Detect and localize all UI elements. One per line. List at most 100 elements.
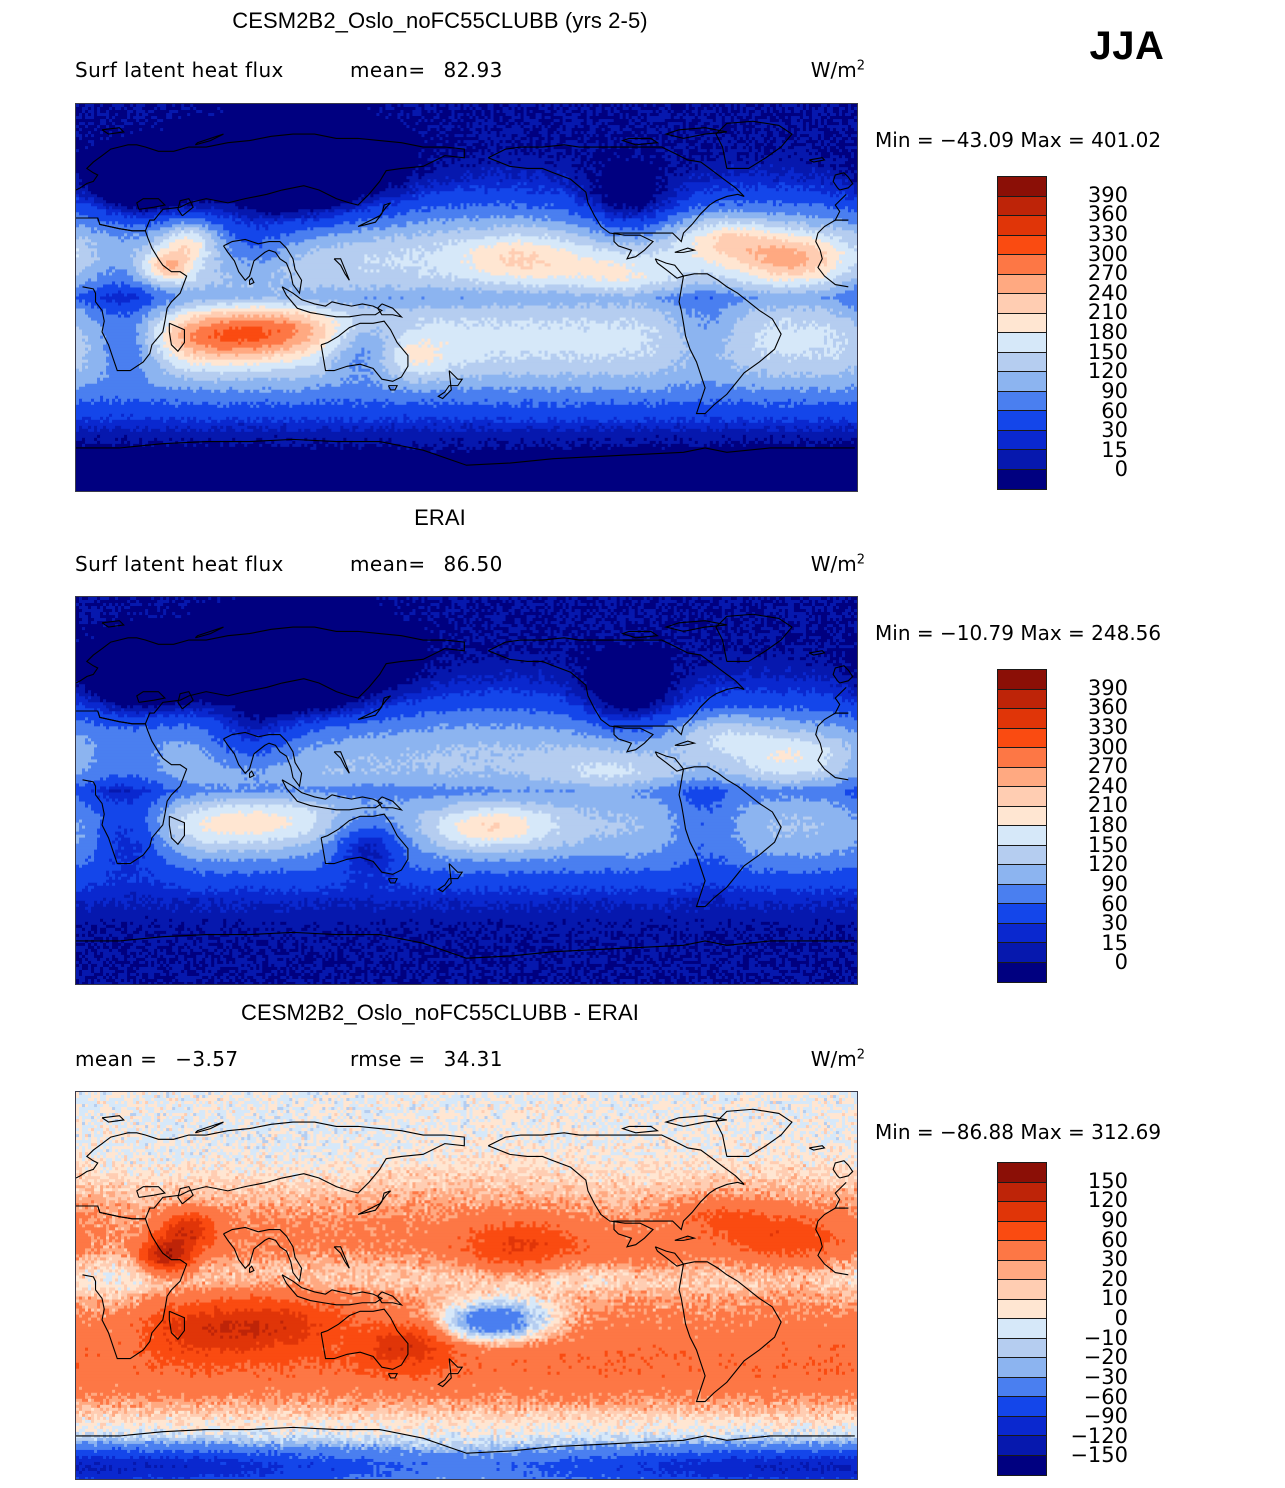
colorbar-tick: 240 xyxy=(1056,775,1128,797)
colorbar-band xyxy=(998,1299,1046,1319)
panel-model-minmax: Min = −43.09 Max = 401.02 xyxy=(875,128,1275,152)
colorbar-diff xyxy=(997,1162,1047,1476)
panel-diff-mean-value: −3.57 xyxy=(175,1047,238,1071)
colorbar-tick: 150 xyxy=(1056,1170,1128,1192)
colorbar-band xyxy=(998,826,1046,846)
colorbar-band xyxy=(998,1280,1046,1300)
colorbar-band xyxy=(998,767,1046,787)
colorbar-tick: 150 xyxy=(1056,834,1128,856)
colorbar-tick: 360 xyxy=(1056,204,1128,225)
panel-model-stats: Surf latent heat flux mean= 82.93 W/m2 xyxy=(75,58,865,84)
panel-diff-mean-label: mean = xyxy=(75,1047,157,1071)
colorbar-band xyxy=(998,943,1046,963)
colorbar-band xyxy=(998,709,1046,729)
colorbar-tick: 390 xyxy=(1056,677,1128,699)
panel-erai-mean-label: mean= xyxy=(350,552,425,576)
colorbar-tick: 300 xyxy=(1056,736,1128,758)
colorbar-tick: −150 xyxy=(1056,1445,1128,1466)
colorbar-tick: 120 xyxy=(1056,1190,1128,1211)
panel-model-units: W/m2 xyxy=(811,58,865,82)
colorbar-band xyxy=(998,430,1046,450)
colorbar-tick: 30 xyxy=(1056,913,1128,934)
colorbar-tick: 15 xyxy=(1056,439,1128,461)
colorbar-tick: −90 xyxy=(1056,1406,1128,1427)
map-erai xyxy=(75,596,858,985)
colorbar-band xyxy=(998,1182,1046,1202)
colorbar-tick: 150 xyxy=(1056,341,1128,363)
colorbar-band xyxy=(998,333,1046,353)
colorbar-tick: 210 xyxy=(1056,795,1128,816)
colorbar-band xyxy=(998,962,1046,982)
colorbar-tick: 0 xyxy=(1056,459,1128,480)
colorbar-erai xyxy=(997,669,1047,983)
colorbar-band xyxy=(998,469,1046,489)
colorbar-band xyxy=(998,235,1046,255)
colorbar-tick: 120 xyxy=(1056,361,1128,382)
panel-model-variable: Surf latent heat flux xyxy=(75,58,284,82)
colorbar-tick: 180 xyxy=(1056,815,1128,836)
colorbar-band xyxy=(998,1436,1046,1456)
colorbar-tick: 90 xyxy=(1056,873,1128,895)
panel-model-title: CESM2B2_Oslo_noFC55CLUBB (yrs 2-5) xyxy=(0,8,880,34)
panel-model-mean-value: 82.93 xyxy=(443,58,502,82)
panel-diff-mean: mean = −3.57 xyxy=(75,1047,239,1071)
colorbar-tick: 30 xyxy=(1056,420,1128,441)
colorbar-band xyxy=(998,294,1046,314)
colorbar-tick: −120 xyxy=(1056,1425,1128,1447)
colorbar-tick: 210 xyxy=(1056,302,1128,323)
colorbar-band xyxy=(998,923,1046,943)
map-model xyxy=(75,103,858,492)
colorbar-tick: 390 xyxy=(1056,184,1128,206)
colorbar-tick: 60 xyxy=(1056,893,1128,915)
colorbar-tick: 90 xyxy=(1056,380,1128,402)
colorbar-band xyxy=(998,391,1046,411)
colorbar-band xyxy=(998,313,1046,333)
colorbar-band xyxy=(998,1319,1046,1339)
colorbar-tick: 60 xyxy=(1056,1229,1128,1251)
colorbar-erai-ticks: 390 360 330 300 270 240 210 180 150 120 90 60 30 15 0 xyxy=(1056,669,1166,981)
colorbar-band xyxy=(998,728,1046,748)
colorbar-band xyxy=(998,845,1046,865)
colorbar-tick: 120 xyxy=(1056,854,1128,875)
colorbar-band xyxy=(998,411,1046,431)
colorbar-band xyxy=(998,274,1046,294)
colorbar-band xyxy=(998,748,1046,768)
colorbar-band xyxy=(998,177,1046,197)
colorbar-tick: 300 xyxy=(1056,243,1128,265)
panel-erai-title: ERAI xyxy=(0,505,880,531)
colorbar-band xyxy=(998,1416,1046,1436)
colorbar-band xyxy=(998,1338,1046,1358)
panel-model-mean-label: mean= xyxy=(350,58,425,82)
panel-erai-stats: Surf latent heat flux mean= 86.50 W/m2 xyxy=(75,552,865,578)
colorbar-tick: 330 xyxy=(1056,716,1128,738)
coastlines xyxy=(76,1108,855,1454)
colorbar-tick: 270 xyxy=(1056,756,1128,777)
colorbar-band xyxy=(998,1455,1046,1475)
panel-diff-minmax: Min = −86.88 Max = 312.69 xyxy=(875,1120,1275,1144)
colorbar-tick: 90 xyxy=(1056,1209,1128,1231)
colorbar-band xyxy=(998,670,1046,690)
colorbar-band xyxy=(998,806,1046,826)
colorbar-band xyxy=(998,450,1046,470)
panel-erai-units: W/m2 xyxy=(811,552,865,576)
colorbar-band xyxy=(998,196,1046,216)
colorbar-band xyxy=(998,787,1046,807)
colorbar-band xyxy=(998,216,1046,236)
colorbar-band xyxy=(998,904,1046,924)
colorbar-diff-ticks: 150 120 90 60 30 20 10 0 −10 −20 −30 −60 −90 −120 −150 xyxy=(1056,1162,1166,1474)
panel-diff-rmse-value: 34.31 xyxy=(444,1047,503,1071)
colorbar-band xyxy=(998,255,1046,275)
colorbar-model xyxy=(997,176,1047,490)
colorbar-tick: −30 xyxy=(1056,1366,1128,1388)
colorbar-band xyxy=(998,1397,1046,1417)
panel-erai-mean: mean= 86.50 xyxy=(350,552,503,576)
coastlines xyxy=(76,613,855,959)
colorbar-tick: 0 xyxy=(1056,952,1128,973)
colorbar-band xyxy=(998,1163,1046,1183)
colorbar-band xyxy=(998,1260,1046,1280)
panel-diff-rmse: rmse = 34.31 xyxy=(350,1047,503,1071)
colorbar-band xyxy=(998,689,1046,709)
panel-diff-rmse-label: rmse = xyxy=(350,1047,426,1071)
colorbar-band xyxy=(998,1221,1046,1241)
colorbar-band xyxy=(998,352,1046,372)
